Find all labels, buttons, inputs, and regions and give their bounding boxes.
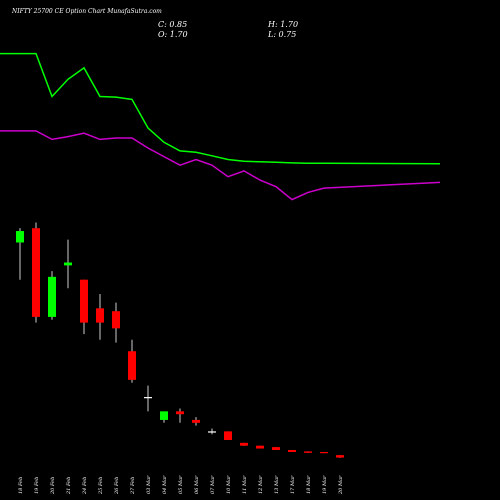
candle-body — [48, 276, 56, 317]
candle-body — [224, 431, 232, 440]
candle — [128, 339, 136, 383]
x-tick-label: 19 Mar — [322, 475, 328, 494]
x-tick-label: 12 Mar — [258, 475, 264, 494]
candle-body — [320, 451, 328, 454]
x-tick-label: 03 Mar — [146, 475, 152, 494]
candle-body — [144, 397, 152, 399]
low-value: L: 0.75 — [268, 30, 297, 39]
open-value: O: 1.70 — [158, 30, 188, 39]
chart-title: NIFTY 25700 CE Option Chart MunafaSutra.… — [12, 8, 162, 15]
candle-body — [192, 419, 200, 423]
x-tick-label: 25 Feb — [98, 477, 104, 495]
x-tick-label: 20 Mar — [338, 475, 344, 495]
x-tick-label: 18 Feb — [18, 477, 24, 494]
candle-body — [128, 351, 136, 380]
x-tick-label: 19 Feb — [34, 477, 40, 494]
x-tick-label: 13 Mar — [274, 475, 280, 494]
candle — [240, 442, 248, 446]
x-tick-label: 27 Feb — [130, 477, 136, 495]
moving-average-lines — [0, 52, 441, 201]
candle-body — [272, 447, 280, 450]
candle-body — [240, 442, 248, 446]
candle — [288, 449, 296, 452]
candle — [112, 302, 120, 343]
candle — [48, 271, 56, 320]
candle — [176, 408, 184, 423]
x-tick-label: 26 Feb — [114, 477, 120, 495]
candle-body — [208, 431, 216, 433]
x-tick-label: 21 Feb — [66, 477, 72, 495]
x-tick-label: 10 Mar — [226, 475, 232, 494]
candle-body — [256, 445, 264, 449]
candle — [256, 445, 264, 449]
candle-body — [16, 231, 24, 243]
candle — [192, 417, 200, 426]
candle — [320, 451, 328, 454]
candle-body — [32, 228, 40, 317]
candles — [16, 222, 344, 458]
candle-body — [96, 308, 104, 323]
candle — [304, 451, 312, 453]
x-tick-label: 17 Mar — [290, 475, 296, 494]
indicator-line-2 — [0, 130, 441, 201]
candle — [336, 455, 344, 458]
candle — [224, 431, 232, 440]
candle-body — [176, 411, 184, 415]
x-tick-label: 07 Mar — [210, 475, 216, 494]
x-tick-label: 18 Mar — [306, 475, 312, 494]
high-value: H: 1.70 — [268, 20, 299, 29]
candle-body — [160, 411, 168, 420]
candle — [16, 228, 24, 280]
candle — [272, 447, 280, 450]
candle-body — [336, 455, 344, 458]
x-tick-label: 24 Feb — [82, 477, 88, 495]
x-tick-label: 04 Mar — [162, 475, 168, 494]
candle — [160, 411, 168, 423]
x-tick-label: 11 Mar — [242, 475, 248, 494]
close-value: C: 0.85 — [158, 20, 188, 29]
x-tick-label: 06 Mar — [194, 475, 200, 494]
candle-body — [80, 279, 88, 323]
x-axis-labels: 18 Feb 19 Feb 20 Feb 21 Feb 24 Feb 25 Feb 26 F… — [18, 475, 344, 495]
candle — [64, 239, 72, 289]
candle — [144, 385, 152, 412]
candle-body — [304, 451, 312, 453]
candle-body — [288, 449, 296, 452]
candle-body — [112, 311, 120, 329]
x-tick-label: 05 Mar — [178, 475, 184, 494]
candle — [208, 428, 216, 435]
indicator-line-1 — [0, 52, 441, 165]
candle — [32, 222, 40, 323]
x-tick-label: 20 Feb — [50, 477, 56, 495]
candle — [80, 279, 88, 335]
candle — [96, 294, 104, 340]
candle-body — [64, 262, 72, 266]
